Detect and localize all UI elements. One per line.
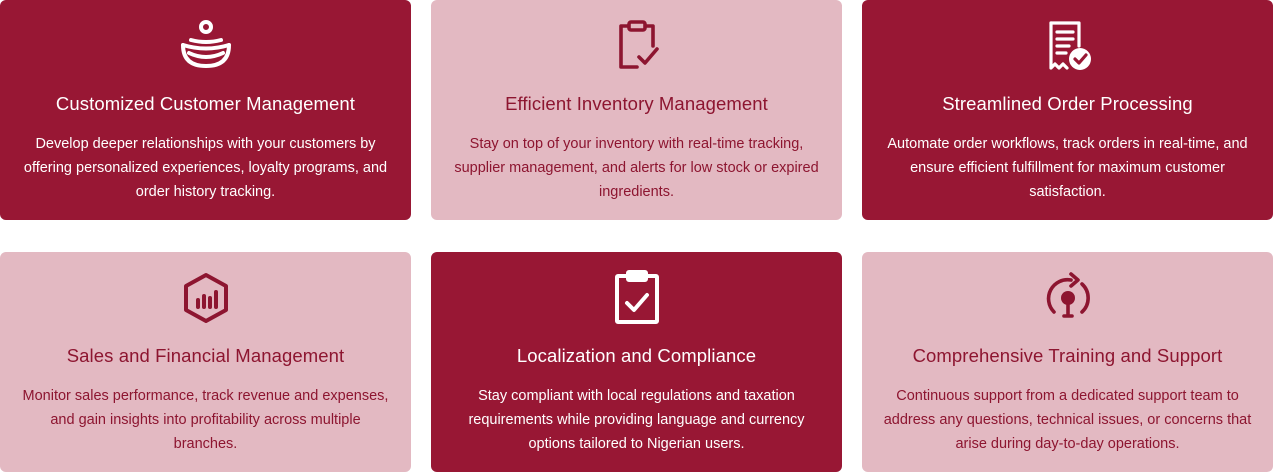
clipboard-checkbox-icon bbox=[609, 270, 665, 326]
bowl-icon bbox=[178, 18, 234, 74]
support-lightbulb-icon bbox=[1040, 270, 1096, 326]
feature-card-sales-financial: Sales and Financial Management Monitor s… bbox=[0, 252, 411, 472]
feature-card-inventory-management: Efficient Inventory Management Stay on t… bbox=[431, 0, 842, 220]
card-description: Monitor sales performance, track revenue… bbox=[22, 388, 389, 452]
feature-card-order-processing: Streamlined Order Processing Automate or… bbox=[862, 0, 1273, 220]
card-title: Sales and Financial Management bbox=[66, 345, 345, 366]
feature-card-customer-management: Customized Customer Management Develop d… bbox=[0, 0, 411, 220]
card-description: Continuous support from a dedicated supp… bbox=[883, 388, 1252, 452]
card-description: Stay on top of your inventory with real-… bbox=[454, 136, 819, 200]
card-title: Localization and Compliance bbox=[516, 345, 757, 366]
card-description: Develop deeper relationships with your c… bbox=[23, 136, 388, 200]
feature-card-localization-compliance: Localization and Compliance Stay complia… bbox=[431, 252, 842, 472]
card-description: Automate order workflows, track orders i… bbox=[887, 136, 1248, 200]
card-title: Efficient Inventory Management bbox=[505, 93, 768, 114]
card-title: Customized Customer Management bbox=[55, 93, 356, 114]
receipt-check-icon bbox=[1040, 18, 1096, 74]
hexagon-chart-icon bbox=[178, 270, 234, 326]
card-description: Stay compliant with local regulations an… bbox=[468, 388, 805, 452]
clipboard-check-icon bbox=[609, 18, 665, 74]
card-title: Comprehensive Training and Support bbox=[912, 345, 1223, 366]
card-title: Streamlined Order Processing bbox=[942, 93, 1193, 114]
feature-card-training-support: Comprehensive Training and Support Conti… bbox=[862, 252, 1273, 472]
